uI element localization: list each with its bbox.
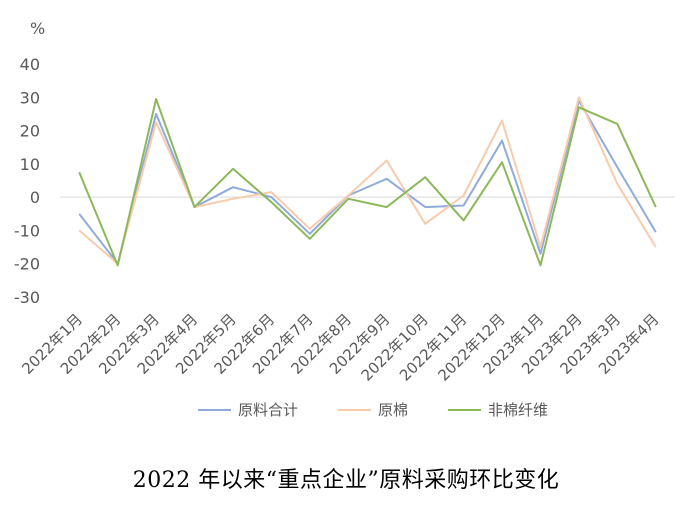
x-axis-ticks: 2022年1月2022年2月2022年3月2022年4月2022年5月2022年… xyxy=(18,310,662,384)
y-tick-label: 20 xyxy=(20,122,40,141)
y-tick-label: 10 xyxy=(20,155,40,174)
y-tick-label: -20 xyxy=(14,255,40,274)
legend-label: 非棉纤维 xyxy=(488,401,548,419)
line-chart: % 40 30 20 10 0 -10 -20 -30 2022年1月2022年2月2022年… xyxy=(14,19,675,419)
series-line-2 xyxy=(78,96,657,265)
y-tick-label: 30 xyxy=(20,88,40,107)
legend-label: 原料合计 xyxy=(238,401,298,419)
series-line-3 xyxy=(78,98,657,267)
y-tick-label: 0 xyxy=(30,188,40,207)
y-axis-ticks: 40 30 20 10 0 -10 -20 -30 xyxy=(14,55,40,307)
y-tick-label: -30 xyxy=(14,288,40,307)
series-line-1 xyxy=(78,99,657,265)
y-tick-label: 40 xyxy=(20,55,40,74)
legend: 原料合计 原棉 非棉纤维 xyxy=(198,401,548,419)
series-lines xyxy=(78,96,657,267)
y-tick-label: -10 xyxy=(14,221,40,240)
legend-label: 原棉 xyxy=(378,401,408,419)
y-unit-label: % xyxy=(30,19,45,38)
figure-caption: 2022 年以来“重点企业”原料采购环比变化 xyxy=(132,468,560,493)
